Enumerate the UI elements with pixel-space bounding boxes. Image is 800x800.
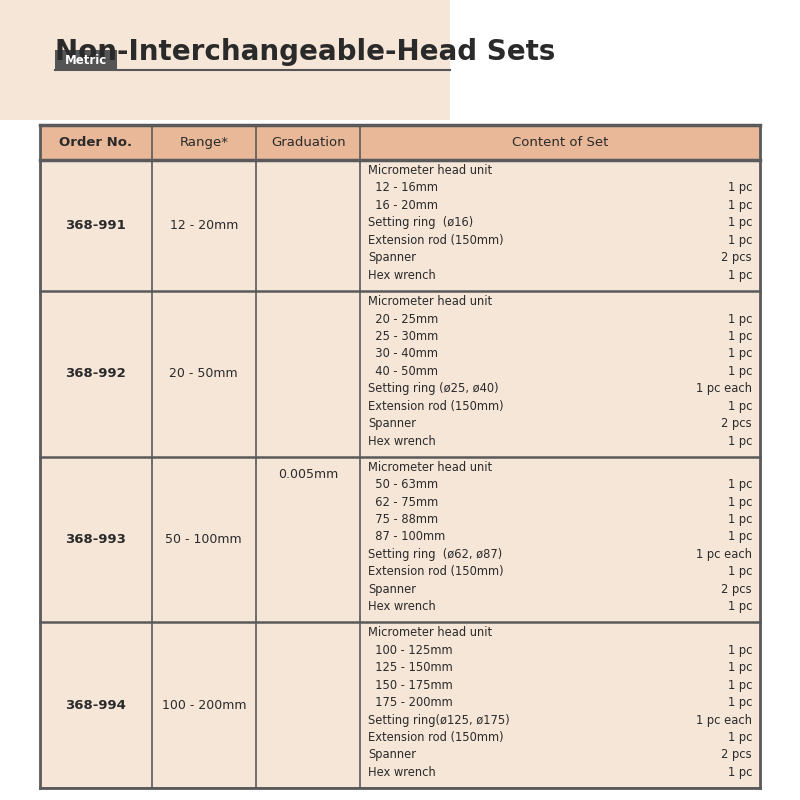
Text: 20 - 25mm: 20 - 25mm xyxy=(368,313,438,326)
Text: Hex wrench: Hex wrench xyxy=(368,269,436,282)
Text: 1 pc: 1 pc xyxy=(727,696,752,709)
Text: Hex wrench: Hex wrench xyxy=(368,600,436,613)
Text: 1 pc: 1 pc xyxy=(727,662,752,674)
Text: Extension rod (150mm): Extension rod (150mm) xyxy=(368,566,504,578)
Text: Setting ring  (ø16): Setting ring (ø16) xyxy=(368,217,474,230)
Text: 368-993: 368-993 xyxy=(66,533,126,546)
Text: Order No.: Order No. xyxy=(59,136,132,149)
Text: 125 - 150mm: 125 - 150mm xyxy=(368,662,453,674)
Text: 150 - 175mm: 150 - 175mm xyxy=(368,678,453,692)
Text: Spanner: Spanner xyxy=(368,417,416,430)
Text: Extension rod (150mm): Extension rod (150mm) xyxy=(368,731,504,744)
Text: 40 - 50mm: 40 - 50mm xyxy=(368,365,438,378)
Text: 1 pc: 1 pc xyxy=(727,217,752,230)
Text: 368-992: 368-992 xyxy=(66,367,126,381)
Bar xyxy=(0,0,450,120)
Text: Spanner: Spanner xyxy=(368,582,416,596)
Text: Range*: Range* xyxy=(179,136,228,149)
Text: 1 pc each: 1 pc each xyxy=(696,382,752,395)
Text: Extension rod (150mm): Extension rod (150mm) xyxy=(368,400,504,413)
Text: Extension rod (150mm): Extension rod (150mm) xyxy=(368,234,504,247)
Text: Setting ring  (ø62, ø87): Setting ring (ø62, ø87) xyxy=(368,548,502,561)
Text: Setting ring (ø25, ø40): Setting ring (ø25, ø40) xyxy=(368,382,499,395)
Text: Micrometer head unit: Micrometer head unit xyxy=(368,461,493,474)
Text: 1 pc: 1 pc xyxy=(727,478,752,491)
Text: 1 pc each: 1 pc each xyxy=(696,548,752,561)
Text: 1 pc: 1 pc xyxy=(727,182,752,194)
Text: 12 - 20mm: 12 - 20mm xyxy=(170,219,238,232)
Text: 1 pc: 1 pc xyxy=(727,678,752,692)
Text: 1 pc: 1 pc xyxy=(727,566,752,578)
Text: 1 pc: 1 pc xyxy=(727,365,752,378)
Text: Setting ring(ø125, ø175): Setting ring(ø125, ø175) xyxy=(368,714,510,726)
Text: Micrometer head unit: Micrometer head unit xyxy=(368,295,493,308)
Text: Micrometer head unit: Micrometer head unit xyxy=(368,626,493,639)
Text: 2 pcs: 2 pcs xyxy=(722,417,752,430)
Text: 1 pc: 1 pc xyxy=(727,434,752,447)
Text: 1 pc: 1 pc xyxy=(727,644,752,657)
Text: 1 pc: 1 pc xyxy=(727,731,752,744)
Text: 368-994: 368-994 xyxy=(66,698,126,712)
Text: Spanner: Spanner xyxy=(368,251,416,265)
Text: Non-Interchangeable-Head Sets: Non-Interchangeable-Head Sets xyxy=(55,38,555,66)
Text: 100 - 125mm: 100 - 125mm xyxy=(368,644,453,657)
Text: 50 - 100mm: 50 - 100mm xyxy=(166,533,242,546)
Text: 62 - 75mm: 62 - 75mm xyxy=(368,495,438,509)
Text: 25 - 30mm: 25 - 30mm xyxy=(368,330,438,343)
Text: 0.005mm: 0.005mm xyxy=(278,467,338,481)
Text: 1 pc: 1 pc xyxy=(727,269,752,282)
Text: 75 - 88mm: 75 - 88mm xyxy=(368,513,438,526)
Text: 87 - 100mm: 87 - 100mm xyxy=(368,530,446,543)
Text: Content of Set: Content of Set xyxy=(512,136,608,149)
Text: 175 - 200mm: 175 - 200mm xyxy=(368,696,453,709)
Text: 16 - 20mm: 16 - 20mm xyxy=(368,199,438,212)
Bar xyxy=(40,125,760,788)
Text: 50 - 63mm: 50 - 63mm xyxy=(368,478,438,491)
Text: 1 pc: 1 pc xyxy=(727,347,752,360)
Text: Hex wrench: Hex wrench xyxy=(368,434,436,447)
Text: 20 - 50mm: 20 - 50mm xyxy=(170,367,238,381)
Text: 1 pc: 1 pc xyxy=(727,400,752,413)
Text: 368-991: 368-991 xyxy=(66,219,126,232)
Text: 1 pc: 1 pc xyxy=(727,234,752,247)
Text: 1 pc each: 1 pc each xyxy=(696,714,752,726)
Text: 2 pcs: 2 pcs xyxy=(722,748,752,762)
Text: 1 pc: 1 pc xyxy=(727,330,752,343)
Text: 1 pc: 1 pc xyxy=(727,766,752,779)
Text: Metric: Metric xyxy=(65,54,107,66)
Bar xyxy=(55,50,117,70)
Text: 1 pc: 1 pc xyxy=(727,495,752,509)
Text: 1 pc: 1 pc xyxy=(727,530,752,543)
Bar xyxy=(40,125,760,160)
Text: Hex wrench: Hex wrench xyxy=(368,766,436,779)
Text: Graduation: Graduation xyxy=(271,136,346,149)
Text: 2 pcs: 2 pcs xyxy=(722,582,752,596)
Text: 1 pc: 1 pc xyxy=(727,313,752,326)
Text: 1 pc: 1 pc xyxy=(727,199,752,212)
Text: 1 pc: 1 pc xyxy=(727,600,752,613)
Text: Micrometer head unit: Micrometer head unit xyxy=(368,164,493,177)
Text: 30 - 40mm: 30 - 40mm xyxy=(368,347,438,360)
Text: 1 pc: 1 pc xyxy=(727,513,752,526)
Text: 2 pcs: 2 pcs xyxy=(722,251,752,265)
Text: 12 - 16mm: 12 - 16mm xyxy=(368,182,438,194)
Text: Spanner: Spanner xyxy=(368,748,416,762)
Text: 100 - 200mm: 100 - 200mm xyxy=(162,698,246,712)
